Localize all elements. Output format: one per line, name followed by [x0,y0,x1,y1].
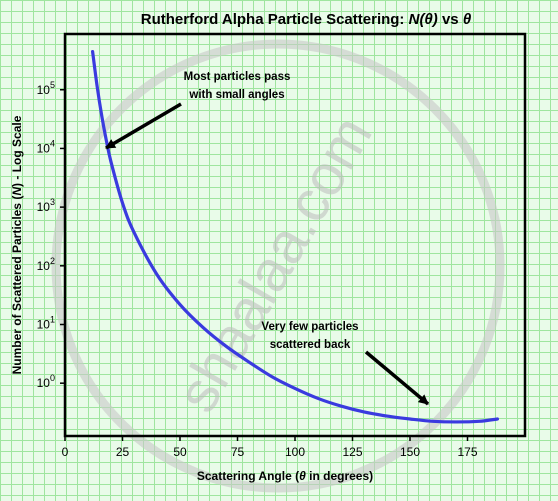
x-tick-label: 25 [116,445,130,459]
annotation-scattered-back-line-2: scattered back [270,339,351,351]
title-prefix: Rutherford Alpha Particle Scattering: [141,11,409,28]
x-tick-label: 0 [62,445,69,459]
x-axis-label: Scattering Angle (θ in degrees) [197,469,373,483]
axis-ticks: 0 25 50 75 100 125 150 175 100 101 102 103 104 105 [37,80,478,459]
series-line [91,50,499,424]
y-tick-label: 100 [37,373,55,390]
title-italic-2: θ [463,11,472,28]
title-italic-1: N(θ) [409,11,438,28]
annotation-small-angles-line-1: Most particles pass [184,71,291,83]
x-tick-label: 175 [457,445,477,459]
x-label-italic: θ [299,469,306,483]
y-label-suffix: ) - Log Scale [10,115,24,187]
annotation-small-angles-line-2: with small angles [188,89,284,101]
annotation-small-angles: Most particles pass with small angles [105,71,291,150]
y-label-prefix: Number of Scattered Particles ( [10,196,24,375]
annotation-scattered-back-arrow [364,350,430,406]
title-middle: vs [438,11,463,28]
x-tick-label: 50 [173,445,187,459]
y-tick-label: 105 [37,80,55,97]
chart-title: Rutherford Alpha Particle Scattering: N(… [141,11,472,28]
y-label-italic: N [10,187,24,196]
annotation-scattered-back: Very few particles scattered back [261,321,430,406]
annotation-scattered-back-line-1: Very few particles [261,321,358,333]
x-label-suffix: in degrees) [306,469,373,483]
y-tick-label: 101 [37,314,55,331]
x-tick-label: 125 [342,445,362,459]
y-tick-label: 104 [37,138,55,155]
x-tick-label: 100 [285,445,305,459]
y-tick-label: 103 [37,197,55,214]
watermark-text: shaalaa.com [164,105,385,422]
x-tick-label: 75 [231,445,245,459]
watermark-circle [51,39,505,493]
y-axis-label: Number of Scattered Particles (N) - Log … [10,115,24,374]
x-label-prefix: Scattering Angle ( [197,469,299,483]
y-tick-label: 102 [37,256,55,273]
x-tick-label: 150 [400,445,420,459]
annotation-small-angles-arrow [105,102,182,150]
